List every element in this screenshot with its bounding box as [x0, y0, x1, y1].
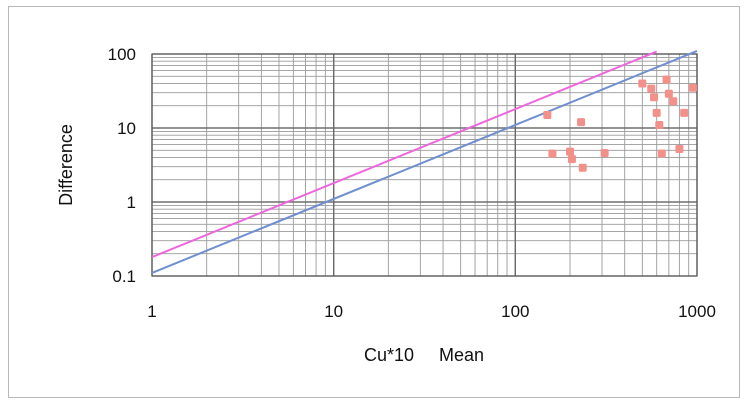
- x-tick-label: 100: [501, 302, 529, 321]
- data-point: [566, 147, 575, 156]
- data-point: [543, 110, 552, 119]
- data-point: [680, 108, 689, 117]
- data-point: [652, 108, 661, 117]
- y-tick-label: 100: [108, 45, 136, 64]
- y-tick-label: 0.1: [112, 267, 136, 286]
- x-tick-label: 1000: [678, 302, 716, 321]
- tick-labels: 1 10 100 1000 0.1 1 10 100: [108, 45, 716, 321]
- y-tick-label: 10: [117, 119, 136, 138]
- y-axis-title: Difference: [56, 124, 76, 206]
- data-point: [657, 149, 666, 158]
- major-gridlines: [151, 53, 698, 277]
- data-point: [578, 163, 587, 172]
- data-point: [600, 148, 609, 157]
- minor-gridlines: [152, 54, 697, 276]
- data-point: [650, 93, 659, 102]
- data-point: [655, 120, 664, 129]
- data-point: [669, 97, 678, 106]
- data-point: [662, 75, 671, 84]
- data-point: [567, 155, 576, 164]
- data-point: [688, 83, 697, 92]
- plot-area: [152, 54, 697, 276]
- x-tick-label: 1: [147, 302, 156, 321]
- data-points: [543, 75, 697, 172]
- data-point: [638, 79, 647, 88]
- x-tick-label: 10: [324, 302, 343, 321]
- data-point: [548, 149, 557, 158]
- plot-border: [151, 53, 698, 277]
- data-point: [577, 118, 586, 127]
- reference-lines: [151, 50, 698, 274]
- data-point: [664, 89, 673, 98]
- y-tick-label: 1: [127, 193, 136, 212]
- data-point: [675, 145, 684, 154]
- reference-line-1: [151, 50, 698, 274]
- reference-line-2: [151, 50, 658, 259]
- x-axis-title: Cu*10 Mean: [364, 345, 484, 365]
- data-point: [647, 84, 656, 93]
